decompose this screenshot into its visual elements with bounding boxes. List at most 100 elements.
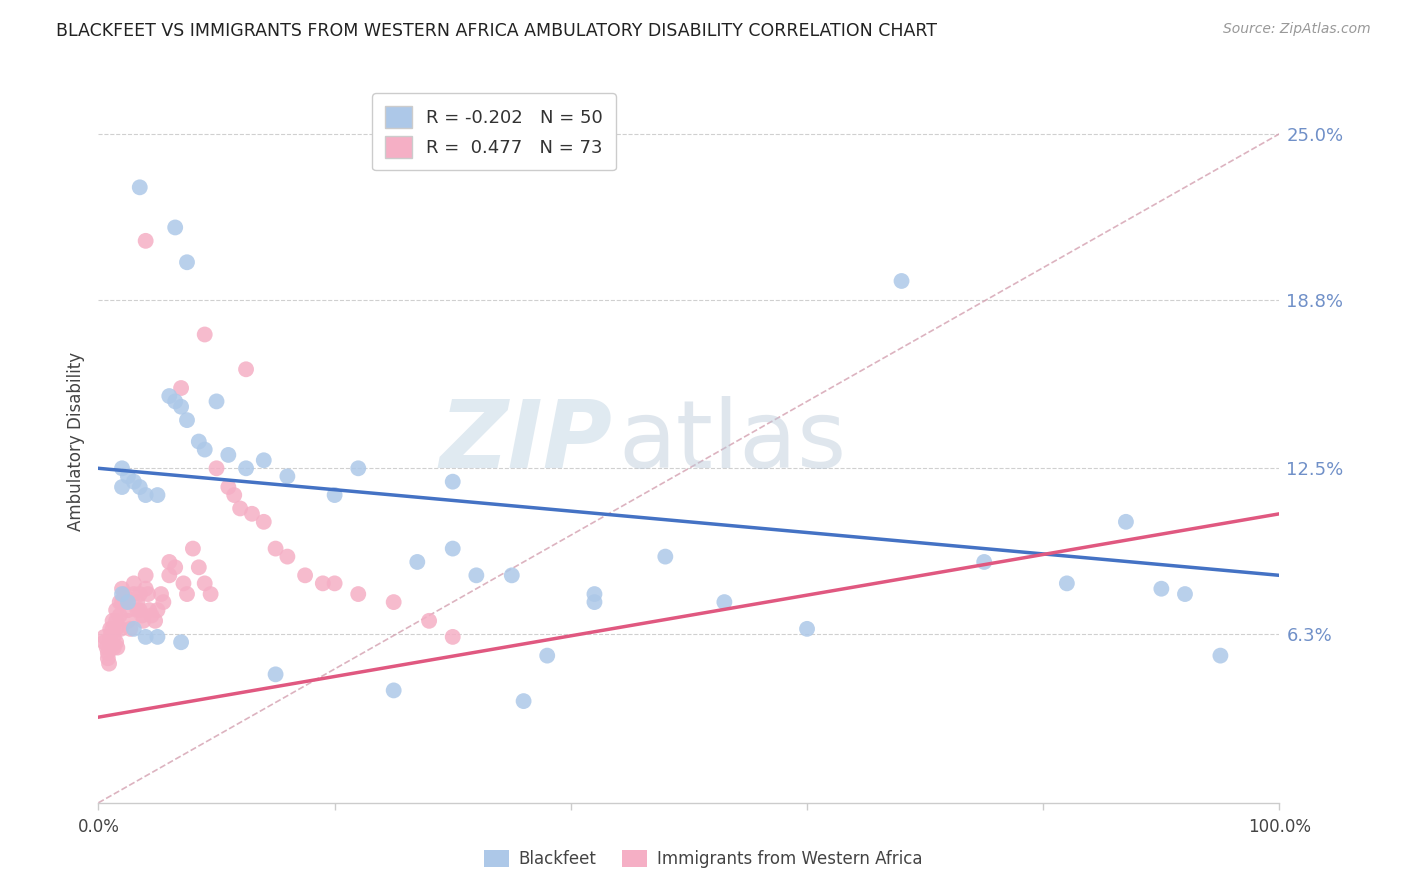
Point bbox=[235, 461, 257, 475]
Point bbox=[98, 640, 121, 655]
Point bbox=[101, 614, 124, 628]
Point bbox=[406, 555, 429, 569]
Point bbox=[128, 587, 150, 601]
Point bbox=[122, 587, 145, 601]
Point bbox=[128, 480, 150, 494]
Point bbox=[132, 614, 155, 628]
Point bbox=[264, 541, 287, 556]
Point bbox=[98, 630, 121, 644]
Point bbox=[150, 587, 173, 601]
Legend: R = -0.202   N = 50, R =  0.477   N = 73: R = -0.202 N = 50, R = 0.477 N = 73 bbox=[373, 93, 616, 170]
Point bbox=[97, 651, 120, 665]
Point bbox=[146, 488, 169, 502]
Point bbox=[127, 603, 149, 617]
Point bbox=[890, 274, 912, 288]
Point bbox=[105, 635, 128, 649]
Point bbox=[157, 389, 180, 403]
Point bbox=[108, 595, 131, 609]
Point bbox=[224, 488, 246, 502]
Point bbox=[114, 595, 136, 609]
Point bbox=[501, 568, 523, 582]
Point bbox=[105, 614, 128, 628]
Point bbox=[157, 568, 180, 582]
Point bbox=[441, 541, 464, 556]
Point bbox=[108, 608, 131, 623]
Point bbox=[347, 587, 370, 601]
Point bbox=[187, 434, 209, 449]
Text: ZIP: ZIP bbox=[439, 395, 612, 488]
Point bbox=[165, 220, 187, 235]
Point bbox=[97, 646, 120, 660]
Point bbox=[111, 587, 134, 601]
Point bbox=[117, 603, 139, 617]
Point bbox=[170, 635, 193, 649]
Point bbox=[136, 587, 159, 601]
Point bbox=[1056, 576, 1078, 591]
Point bbox=[1209, 648, 1232, 663]
Point bbox=[117, 614, 139, 628]
Point bbox=[93, 635, 115, 649]
Point bbox=[101, 622, 124, 636]
Point bbox=[200, 587, 222, 601]
Point bbox=[135, 568, 157, 582]
Point bbox=[128, 603, 150, 617]
Point bbox=[536, 648, 558, 663]
Point bbox=[181, 541, 204, 556]
Point bbox=[138, 603, 160, 617]
Point bbox=[98, 657, 121, 671]
Point bbox=[187, 560, 209, 574]
Point bbox=[217, 480, 239, 494]
Point bbox=[110, 622, 132, 636]
Point bbox=[112, 587, 135, 601]
Point bbox=[117, 469, 139, 483]
Point bbox=[323, 488, 346, 502]
Point bbox=[135, 582, 157, 596]
Point bbox=[253, 453, 276, 467]
Point bbox=[165, 560, 187, 574]
Point bbox=[240, 507, 263, 521]
Point bbox=[131, 608, 153, 623]
Point bbox=[111, 461, 134, 475]
Point bbox=[713, 595, 735, 609]
Point bbox=[441, 630, 464, 644]
Point bbox=[583, 587, 606, 601]
Point bbox=[205, 461, 228, 475]
Point bbox=[1150, 582, 1173, 596]
Point bbox=[96, 640, 118, 655]
Point bbox=[120, 622, 142, 636]
Point bbox=[135, 488, 157, 502]
Text: atlas: atlas bbox=[619, 395, 846, 488]
Point bbox=[176, 587, 198, 601]
Point bbox=[583, 595, 606, 609]
Point bbox=[157, 555, 180, 569]
Point bbox=[194, 442, 217, 457]
Point bbox=[105, 603, 128, 617]
Point bbox=[276, 469, 298, 483]
Point bbox=[111, 480, 134, 494]
Point bbox=[170, 400, 193, 414]
Point bbox=[194, 576, 217, 591]
Point bbox=[253, 515, 276, 529]
Point bbox=[165, 394, 187, 409]
Point bbox=[194, 327, 217, 342]
Point bbox=[127, 595, 149, 609]
Point bbox=[172, 576, 194, 591]
Point bbox=[122, 576, 145, 591]
Point bbox=[103, 630, 125, 644]
Point bbox=[441, 475, 464, 489]
Point bbox=[294, 568, 316, 582]
Text: BLACKFEET VS IMMIGRANTS FROM WESTERN AFRICA AMBULATORY DISABILITY CORRELATION CH: BLACKFEET VS IMMIGRANTS FROM WESTERN AFR… bbox=[56, 22, 938, 40]
Point bbox=[111, 582, 134, 596]
Point bbox=[205, 394, 228, 409]
Point bbox=[312, 576, 335, 591]
Point bbox=[103, 640, 125, 655]
Point bbox=[128, 180, 150, 194]
Point bbox=[93, 630, 115, 644]
Text: Source: ZipAtlas.com: Source: ZipAtlas.com bbox=[1223, 22, 1371, 37]
Point bbox=[382, 595, 405, 609]
Point bbox=[465, 568, 488, 582]
Y-axis label: Ambulatory Disability: Ambulatory Disability bbox=[66, 352, 84, 531]
Point bbox=[347, 461, 370, 475]
Point bbox=[98, 622, 121, 636]
Point bbox=[152, 595, 174, 609]
